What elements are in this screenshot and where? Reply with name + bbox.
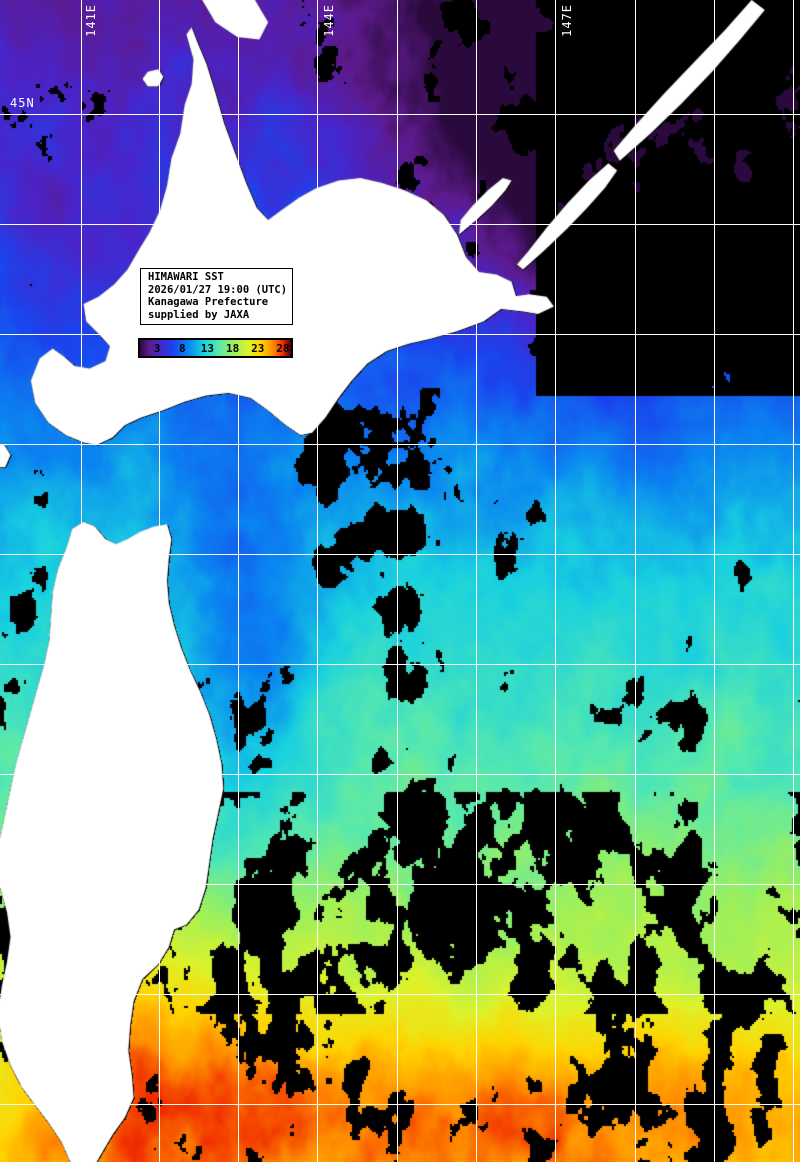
- colorbar-gradient: [140, 340, 291, 356]
- gridline-meridian: [397, 0, 398, 1162]
- product-region: Kanagawa Prefecture: [148, 296, 269, 308]
- gridline-meridian: [714, 0, 715, 1162]
- lon-label-147E: 147E: [560, 4, 574, 37]
- gridline-meridian: [159, 0, 160, 1162]
- colorbar-tick-28: 28: [276, 341, 290, 355]
- gridline-parallel: [0, 444, 800, 445]
- product-datetime: 2026/01/27 19:00 (UTC): [148, 283, 288, 296]
- product-title: HIMAWARI SST: [148, 271, 224, 283]
- lat-label-45N: 45N: [10, 96, 35, 110]
- colorbar-tick-labels: 3 8 13 18 23 28: [140, 340, 291, 356]
- lon-label-141E: 141E: [84, 4, 98, 37]
- colorbar-tick-18: 18: [225, 341, 240, 355]
- colorbar-tick-23: 23: [251, 341, 265, 355]
- gridline-meridian: [793, 0, 794, 1162]
- colorbar-tick-13: 13: [200, 341, 215, 355]
- gridline-meridian: [317, 0, 318, 1162]
- gridline-meridian: [635, 0, 636, 1162]
- info-legend-box: HIMAWARI SST 2026/01/27 19:00 (UTC) Kana…: [140, 268, 294, 325]
- colorbar-tick-3: 3: [153, 341, 161, 355]
- gridline-parallel: [0, 334, 800, 335]
- sst-colorbar: 3 8 13 18 23 28: [138, 338, 293, 358]
- gridline-parallel: [0, 664, 800, 665]
- gridline-parallel: [0, 1104, 800, 1105]
- gridline-parallel: [0, 224, 800, 225]
- gridline-meridian: [81, 0, 82, 1162]
- gridline-parallel: [0, 994, 800, 995]
- gridline-meridian: [238, 0, 239, 1162]
- gridline-parallel: [0, 884, 800, 885]
- product-credit: supplied by JAXA: [148, 308, 250, 321]
- gridline-parallel: [0, 114, 800, 115]
- gridline-parallel: [0, 774, 800, 775]
- lon-label-144E: 144E: [322, 4, 336, 37]
- gridline-meridian: [555, 0, 556, 1162]
- colorbar-tick-8: 8: [178, 341, 186, 355]
- gridline-parallel: [0, 554, 800, 555]
- gridline-meridian: [476, 0, 477, 1162]
